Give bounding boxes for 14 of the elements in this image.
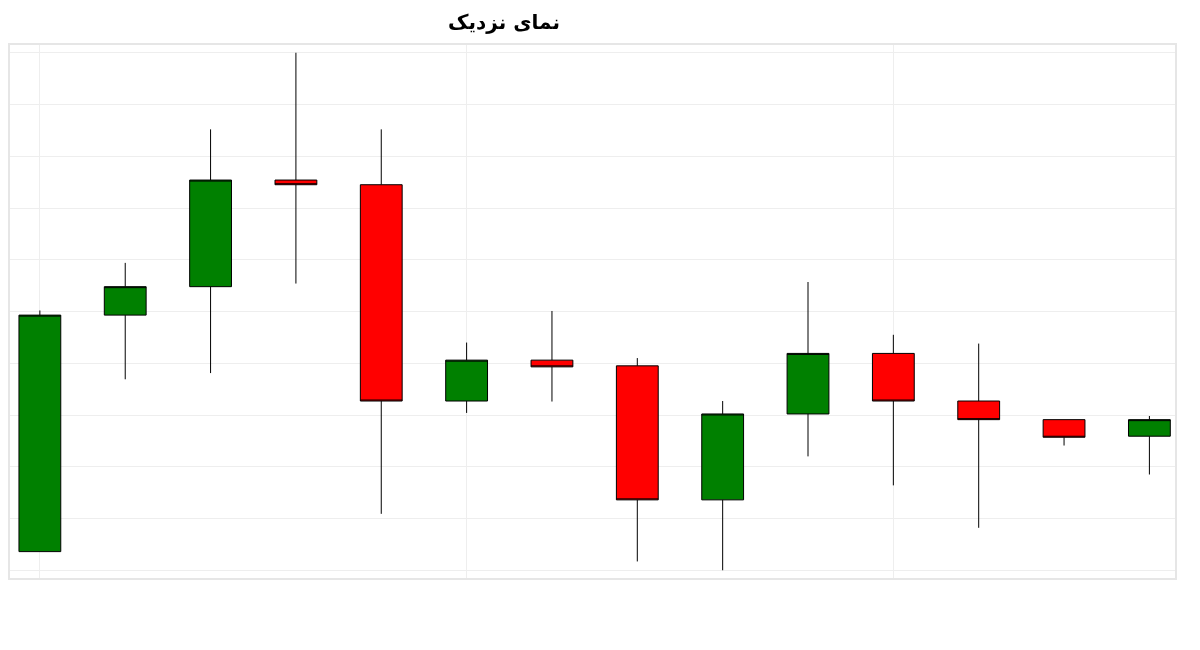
chart-title: نمای نزدیک — [448, 10, 560, 34]
candlestick — [871, 334, 915, 486]
candlestick — [530, 310, 574, 403]
candlestick — [701, 400, 745, 571]
candlestick — [103, 262, 147, 380]
candlestick — [957, 343, 1001, 529]
candlestick — [274, 52, 318, 285]
candlestick — [189, 128, 232, 374]
candlestick — [615, 357, 659, 562]
candlestick — [359, 128, 403, 515]
candlestick — [1042, 419, 1086, 447]
candlestick — [1127, 415, 1171, 475]
candlestick — [786, 281, 830, 457]
candlestick — [445, 342, 489, 414]
